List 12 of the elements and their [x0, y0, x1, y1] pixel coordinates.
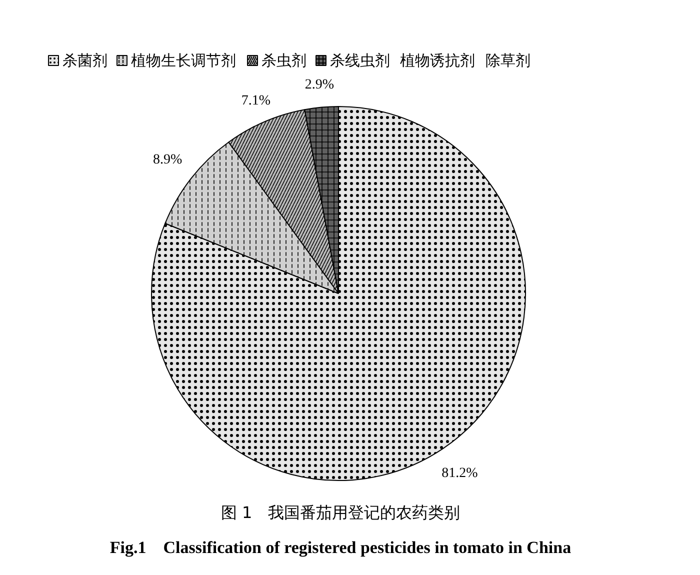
- data-label: 81.2%: [442, 466, 478, 481]
- legend-label: 植物生长调节剂: [131, 52, 236, 70]
- data-label: 7.1%: [241, 93, 271, 108]
- text: 图 1 我国番茄用登记的农药类别: [220, 503, 460, 522]
- data-label: 8.9%: [153, 152, 183, 168]
- category-label: 植物诱抗剂: [400, 52, 475, 70]
- legend-label: 杀菌剂: [62, 52, 108, 70]
- data-label: 2.9%: [304, 77, 334, 92]
- legend-label: 杀虫剂: [262, 52, 306, 70]
- category-label: 除草剂: [486, 52, 530, 70]
- text: Fig.1 Classification of registered pesticides in tomato in China: [110, 538, 572, 557]
- legend-label: 杀线虫剂: [330, 52, 390, 70]
